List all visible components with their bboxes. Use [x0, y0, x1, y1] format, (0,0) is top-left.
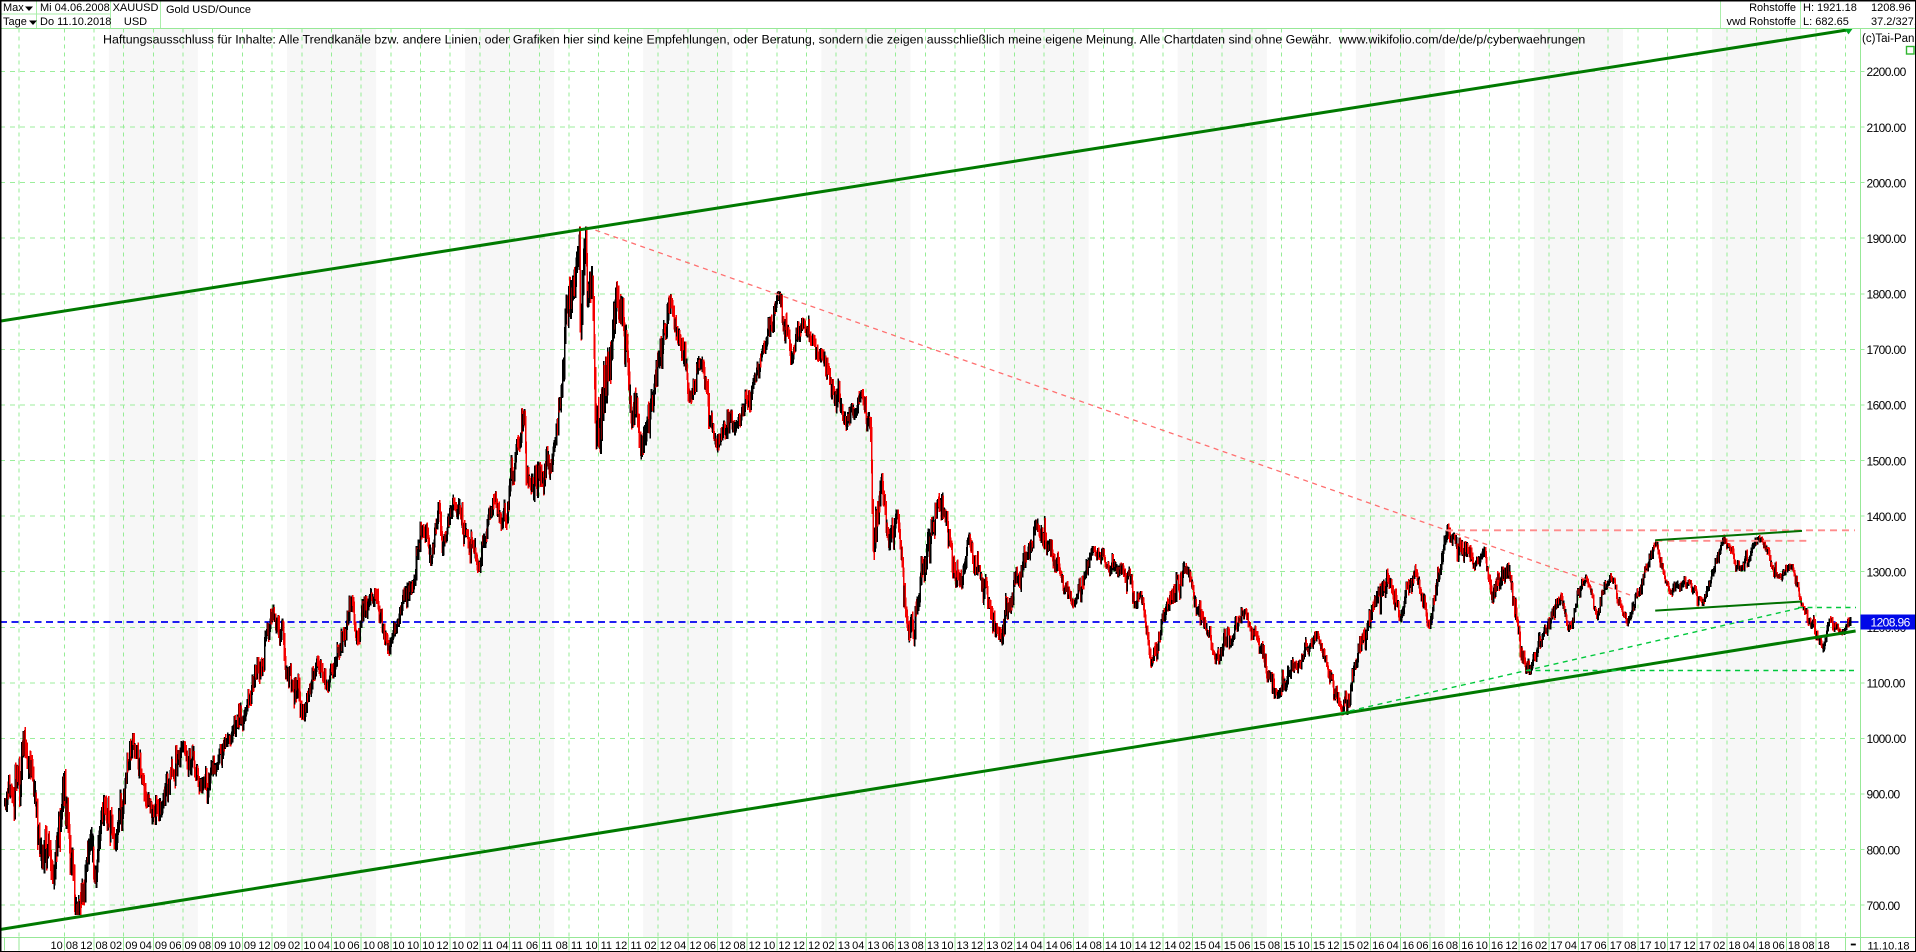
- svg-text:08 11: 08 11: [556, 940, 583, 952]
- svg-text:06 18: 06 18: [1773, 940, 1801, 952]
- svg-text:H: 1921.18: H: 1921.18: [1803, 2, 1857, 14]
- svg-text:06 15: 06 15: [1238, 940, 1266, 952]
- svg-text:08 13: 08 13: [912, 940, 940, 952]
- svg-text:06 10: 06 10: [347, 940, 375, 952]
- svg-text:Do 11.10.2018: Do 11.10.2018: [40, 16, 111, 28]
- svg-text:02 15: 02 15: [1179, 940, 1207, 952]
- svg-text:12 11: 12 11: [615, 940, 642, 952]
- svg-text:02 17: 02 17: [1535, 940, 1563, 952]
- svg-text:1208.96: 1208.96: [1871, 2, 1911, 14]
- svg-text:04 15: 04 15: [1208, 940, 1236, 952]
- svg-text:11.10.18: 11.10.18: [1868, 941, 1910, 952]
- svg-text:12 16: 12 16: [1505, 940, 1533, 952]
- svg-text:Rohstoffe: Rohstoffe: [1749, 2, 1796, 14]
- svg-text:08 18: 08 18: [1802, 940, 1830, 952]
- svg-text:04 17: 04 17: [1565, 940, 1593, 952]
- svg-text:06 09: 06 09: [169, 940, 197, 952]
- svg-text:06 13: 06 13: [882, 940, 910, 952]
- svg-text:06 12: 06 12: [704, 940, 732, 952]
- svg-text:12 10: 12 10: [436, 940, 464, 952]
- svg-text:Max: Max: [3, 2, 24, 14]
- svg-text:12 17: 12 17: [1683, 940, 1711, 952]
- svg-text:08 12: 08 12: [733, 940, 761, 952]
- svg-text:10 10: 10 10: [407, 940, 435, 952]
- svg-text:2100.00: 2100.00: [1867, 121, 1907, 135]
- svg-text:04 11: 04 11: [496, 940, 523, 952]
- svg-text:10 14: 10 14: [1119, 940, 1147, 952]
- svg-text:02 13: 02 13: [822, 940, 850, 952]
- svg-text:02 09: 02 09: [110, 940, 138, 952]
- svg-text:12 08: 12 08: [80, 940, 108, 952]
- svg-text:04 09: 04 09: [140, 940, 168, 952]
- svg-text:10 16: 10 16: [1476, 940, 1504, 952]
- svg-text:Mi 04.06.2008: Mi 04.06.2008: [40, 2, 110, 14]
- svg-text:12 12: 12 12: [793, 940, 821, 952]
- svg-text:08 17: 08 17: [1624, 940, 1652, 952]
- svg-text:12 14: 12 14: [1149, 940, 1177, 952]
- svg-text:06 17: 06 17: [1594, 940, 1622, 952]
- svg-text:USD: USD: [124, 16, 147, 28]
- svg-text:1400.00: 1400.00: [1867, 510, 1907, 524]
- svg-text:1600.00: 1600.00: [1867, 399, 1907, 413]
- svg-text:10 09: 10 09: [229, 940, 257, 952]
- svg-text:Haftungsausschluss für Inhalte: Haftungsausschluss für Inhalte: Alle Tre…: [103, 33, 1585, 47]
- svg-text:06 16: 06 16: [1416, 940, 1444, 952]
- svg-text:06 11: 06 11: [526, 940, 553, 952]
- svg-text:37.2/327.5: 37.2/327.5: [1871, 16, 1916, 28]
- svg-text:Tage: Tage: [3, 16, 27, 28]
- svg-text:12 15: 12 15: [1327, 940, 1355, 952]
- svg-text:08 10: 08 10: [377, 940, 405, 952]
- svg-text:02 18: 02 18: [1713, 940, 1741, 952]
- svg-text:02 14: 02 14: [1001, 940, 1029, 952]
- svg-text:04 18: 04 18: [1743, 940, 1771, 952]
- svg-text:10 13: 10 13: [941, 940, 969, 952]
- svg-text:06 14: 06 14: [1060, 940, 1088, 952]
- svg-text:10 11: 10 11: [585, 940, 612, 952]
- svg-text:08 16: 08 16: [1446, 940, 1474, 952]
- svg-text:04 16: 04 16: [1387, 940, 1415, 952]
- svg-text:1900.00: 1900.00: [1867, 232, 1907, 246]
- svg-text:04 14: 04 14: [1030, 940, 1058, 952]
- svg-text:08 14: 08 14: [1090, 940, 1118, 952]
- svg-text:1700.00: 1700.00: [1867, 343, 1907, 357]
- svg-text:04 13: 04 13: [852, 940, 880, 952]
- svg-text:2000.00: 2000.00: [1867, 176, 1907, 190]
- svg-text:800.00: 800.00: [1867, 843, 1901, 857]
- svg-text:04 10: 04 10: [318, 940, 346, 952]
- svg-text:04 12: 04 12: [674, 940, 702, 952]
- svg-text:1500.00: 1500.00: [1867, 454, 1907, 468]
- svg-text:1208.96: 1208.96: [1871, 616, 1911, 630]
- svg-text:08 09: 08 09: [199, 940, 227, 952]
- svg-text:10 12: 10 12: [763, 940, 791, 952]
- svg-text:(c)Tai-Pan: (c)Tai-Pan: [1862, 33, 1914, 45]
- svg-text:10 17: 10 17: [1654, 940, 1682, 952]
- svg-text:900.00: 900.00: [1867, 788, 1901, 802]
- svg-text:02 11: 02 11: [467, 940, 494, 952]
- svg-text:Gold USD/Ounce: Gold USD/Ounce: [166, 4, 251, 16]
- svg-text:02 16: 02 16: [1357, 940, 1385, 952]
- svg-text:10 15: 10 15: [1298, 940, 1326, 952]
- svg-text:12 09: 12 09: [258, 940, 286, 952]
- svg-text:700.00: 700.00: [1867, 899, 1901, 913]
- svg-text:02 10: 02 10: [288, 940, 316, 952]
- svg-text:02 12: 02 12: [644, 940, 672, 952]
- svg-text:1000.00: 1000.00: [1867, 732, 1907, 746]
- svg-text:2200.00: 2200.00: [1867, 65, 1907, 79]
- svg-text:XAUUSD: XAUUSD: [113, 2, 159, 14]
- svg-text:1100.00: 1100.00: [1867, 677, 1906, 691]
- svg-text:1300.00: 1300.00: [1867, 565, 1907, 579]
- svg-text:12 13: 12 13: [971, 940, 999, 952]
- svg-text:08 15: 08 15: [1268, 940, 1296, 952]
- svg-text:1800.00: 1800.00: [1867, 288, 1907, 302]
- svg-text:L: 682.65: L: 682.65: [1803, 16, 1849, 28]
- svg-text:vwd Rohstoffe: vwd Rohstoffe: [1726, 16, 1796, 28]
- svg-text:10 08: 10 08: [51, 940, 79, 952]
